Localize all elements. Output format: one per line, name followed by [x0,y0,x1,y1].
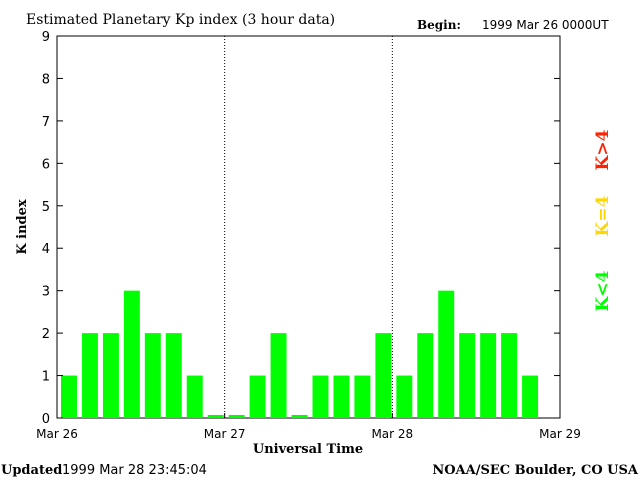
kp-bar-11 [291,415,308,418]
x-axis-label: Universal Time [253,442,363,457]
day-separators [224,36,393,418]
y-tick-label-6: 6 [42,157,50,172]
begin-label: Begin: [417,18,461,32]
kp-bar-19 [459,333,476,418]
kp-bar-10 [270,333,287,418]
chart-title: Estimated Planetary Kp index (3 hour dat… [26,12,335,28]
kp-bar-3 [123,290,140,418]
y-axis-ticks: 0 1 2 3 4 5 6 7 8 9 [42,30,560,427]
bars-group [61,290,539,418]
kp-bar-22 [522,375,539,418]
updated-label: Updated [1,463,62,478]
kp-bar-21 [501,333,518,418]
kp-bar-5 [165,333,182,418]
kp-bar-4 [144,333,161,418]
y-tick-label-7: 7 [42,115,50,130]
begin-value: 1999 Mar 26 0000UT [482,18,609,32]
kp-bar-20 [480,333,497,418]
kp-bar-12 [312,375,329,418]
kp-bar-7 [207,415,224,418]
y-axis-label: K index [15,199,30,255]
y-tick-label-8: 8 [42,72,50,87]
kp-bar-14 [354,375,371,418]
y-tick-label-9: 9 [42,30,50,45]
x-tick-label-0: Mar 26 [36,427,78,441]
y-tick-label-2: 2 [42,327,50,342]
credit-text: NOAA/SEC Boulder, CO USA [432,463,639,478]
x-tick-label-3: Mar 29 [539,427,581,441]
y-tick-label-0: 0 [42,412,50,427]
legend-k-equal-4: K=4 [593,195,613,236]
kp-bar-6 [186,375,203,418]
kp-bar-18 [438,290,455,418]
legend-k-greater-4: K>4 [593,129,613,170]
x-tick-label-1: Mar 27 [204,427,246,441]
legend-k-less-4: K<4 [593,270,613,311]
kp-bar-1 [81,333,98,418]
x-axis-ticks: Mar 26 Mar 27 Mar 28 Mar 29 [36,413,581,441]
y-tick-label-5: 5 [42,200,50,215]
kp-bar-17 [417,333,434,418]
y-tick-label-4: 4 [42,242,50,257]
kp-bar-2 [102,333,119,418]
kp-bar-0 [61,375,77,418]
updated-value: 1999 Mar 28 23:45:04 [62,463,207,478]
kp-bar-8 [228,415,245,418]
kp-bar-9 [249,375,266,418]
kp-bar-13 [333,375,350,418]
y-tick-label-3: 3 [42,285,50,300]
x-tick-label-2: Mar 28 [371,427,413,441]
y-tick-label-1: 1 [42,370,50,385]
kp-bar-15 [375,333,392,418]
kp-bar-16 [396,375,413,418]
plot-frame [56,35,561,419]
